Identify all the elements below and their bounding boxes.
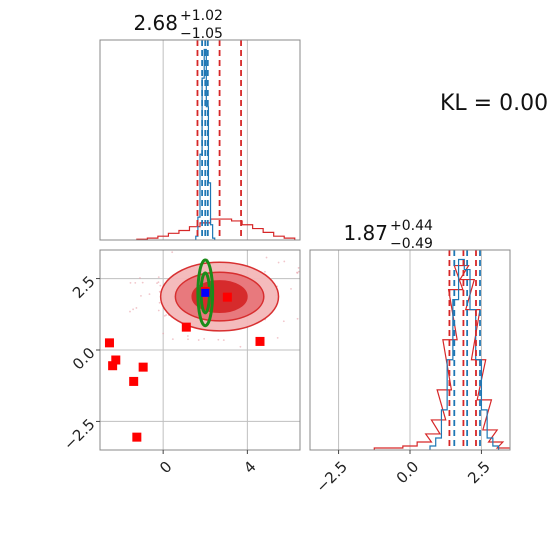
- joint-sample-dot-84: [129, 281, 132, 284]
- joint-sample-dot-33: [159, 284, 162, 287]
- marginal-panel-param1: 2.68 +1.02 −1.05: [99, 8, 301, 241]
- marginal-param2-plot-area: [338, 250, 510, 450]
- joint-sample-dot-44: [209, 243, 211, 245]
- joint-sample-dot-22: [225, 245, 227, 247]
- marginal-param1-histogram-1: [195, 48, 216, 240]
- joint-sample-dot-79: [132, 308, 134, 311]
- joint-sample-dot-21: [297, 270, 300, 273]
- joint-red-marker-6: [181, 322, 191, 332]
- joint-sample-dot-46: [165, 314, 168, 316]
- joint-sample-dot-12: [264, 270, 266, 273]
- marginal-param1-frame: [99, 39, 301, 241]
- joint-sample-dot-70: [141, 281, 144, 284]
- marginal-panel-param2: 1.87 +0.44 −0.49 −2.5 0.0 2.5: [309, 218, 511, 496]
- joint-sample-dot-54: [171, 338, 174, 341]
- joint-sample-dot-58: [135, 307, 138, 309]
- joint-sample-dot-77: [290, 287, 292, 290]
- joint-sample-dot-49: [163, 314, 166, 317]
- joint-red-marker-7: [222, 292, 232, 302]
- joint-sample-dot-50: [277, 261, 280, 264]
- joint-red-marker-5: [132, 432, 142, 442]
- joint-sample-dot-31: [157, 281, 160, 284]
- joint-sample-dot-88: [129, 310, 131, 313]
- joint-sample-dot-47: [297, 267, 300, 269]
- joint-sample-dot-81: [283, 260, 286, 263]
- joint-sample-dot-89: [162, 332, 165, 335]
- marginal-param2-tick-label-0: −2.5: [312, 458, 350, 496]
- joint-panel: 0 4 −2.5 0.0 2.5: [60, 243, 306, 477]
- joint-plot-area: [100, 243, 306, 450]
- joint-y-tick-label-1: 0.0: [69, 344, 99, 374]
- joint-sample-dot-9: [157, 309, 160, 312]
- marginal-param2-tick-label-1: 0.0: [393, 458, 423, 488]
- joint-y-tick-label-2: 2.5: [69, 272, 99, 302]
- joint-red-marker-4: [129, 376, 139, 386]
- joint-sample-dot-11: [304, 316, 306, 318]
- joint-x-tick-label-1: 4: [240, 458, 259, 477]
- joint-sample-dot-71: [171, 251, 174, 254]
- marginal-param2-title-value: 1.87: [343, 221, 388, 245]
- marginal-param2-tick-label-2: 2.5: [464, 458, 494, 488]
- joint-sample-dot-43: [187, 338, 189, 341]
- joint-sample-dot-86: [140, 294, 142, 297]
- joint-sample-dot-74: [296, 272, 299, 274]
- joint-y-tick-label-0: −2.5: [60, 415, 98, 453]
- marginal-param2-histogram-0: [373, 264, 510, 450]
- joint-sample-dot-0: [148, 293, 151, 296]
- joint-sample-dot-37: [276, 336, 279, 339]
- joint-sample-dot-72: [203, 337, 206, 340]
- joint-sample-dot-29: [186, 335, 189, 337]
- joint-sample-dot-80: [158, 301, 161, 304]
- joint-reference-ellipse-0: [196, 258, 215, 328]
- joint-sample-dot-32: [139, 277, 141, 279]
- joint-sample-dot-25: [222, 339, 225, 342]
- marginal-param1-histogram-0: [136, 218, 296, 240]
- joint-sample-dot-48: [134, 281, 137, 284]
- joint-blue-marker: [201, 288, 210, 297]
- kl-divergence-label: KL = 0.00: [440, 91, 548, 116]
- marginal-param1-title-lower: −1.05: [180, 26, 223, 42]
- marginal-param2-title-upper: +0.44: [390, 218, 433, 234]
- joint-red-marker-3: [138, 362, 148, 372]
- joint-sample-dot-87: [239, 345, 242, 348]
- marginal-param1-plot-area: [136, 40, 296, 240]
- joint-sample-dot-19: [265, 256, 268, 259]
- joint-sample-dot-14: [157, 276, 160, 279]
- joint-red-marker-0: [104, 338, 114, 348]
- joint-sample-dot-53: [197, 339, 200, 341]
- joint-red-marker-8: [255, 336, 265, 346]
- joint-sample-dot-2: [156, 282, 158, 285]
- joint-sample-dot-39: [217, 338, 220, 341]
- joint-sample-dot-68: [158, 290, 161, 293]
- joint-sample-dot-83: [282, 320, 285, 323]
- joint-red-marker-1: [111, 355, 121, 365]
- joint-red-marker-2: [108, 361, 118, 371]
- joint-sample-dot-55: [229, 247, 231, 249]
- joint-x-tick-label-0: 0: [156, 458, 175, 477]
- marginal-param1-title-value: 2.68: [133, 11, 178, 35]
- joint-sample-dot-38: [296, 317, 299, 320]
- marginal-param1-title-upper: +1.02: [180, 8, 223, 24]
- marginal-param2-title-lower: −0.49: [390, 236, 433, 252]
